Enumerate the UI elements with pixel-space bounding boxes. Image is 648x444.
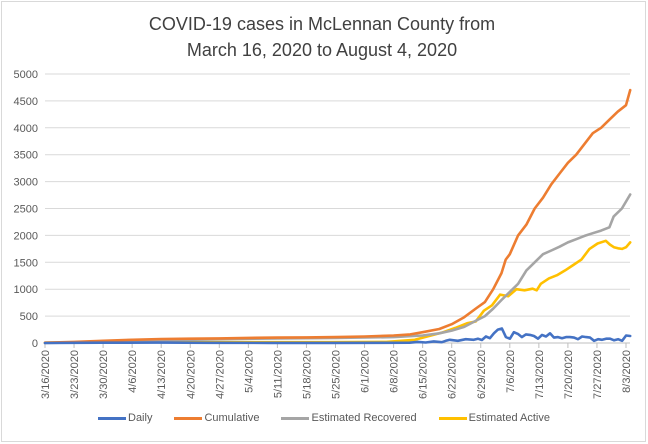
x-tick-label: 5/4/2020 [243, 350, 255, 393]
x-tick-label: 6/29/2020 [476, 350, 488, 399]
y-tick-label: 5000 [14, 69, 38, 81]
x-tick-label: 5/11/2020 [272, 350, 284, 398]
x-tick-label: 7/27/2020 [592, 350, 604, 399]
x-tick-label: 4/20/2020 [185, 350, 197, 399]
series-line-estimated-recovered [43, 193, 632, 345]
x-tick-label: 6/8/2020 [389, 350, 401, 393]
chart-title-line-1: COVID-19 cases in McLennan County from [148, 14, 496, 34]
x-tick-label: 7/13/2020 [534, 350, 546, 399]
x-tick-label: 6/22/2020 [447, 350, 459, 399]
y-tick-label: 2500 [14, 204, 38, 216]
legend-label: Estimated Recovered [311, 412, 417, 424]
y-tick-label: 3000 [14, 177, 38, 189]
legend-item: Estimated Active [438, 412, 550, 424]
y-tick-label: 0 [32, 338, 38, 350]
x-tick-label: 6/1/2020 [360, 350, 372, 393]
x-tick-label: 4/27/2020 [214, 350, 226, 399]
y-tick-label: 1500 [14, 257, 38, 269]
series-line-daily [43, 327, 632, 345]
x-tick-label: 8/3/2020 [621, 350, 633, 393]
y-tick-label: 3500 [14, 150, 38, 162]
y-tick-label: 4000 [14, 123, 38, 135]
legend-label: Daily [128, 412, 153, 424]
legend-swatch [98, 416, 126, 420]
chart-title-line-2: March 16, 2020 to August 4, 2020 [186, 40, 458, 60]
legend-item: Estimated Recovered [281, 412, 417, 424]
x-tick-label: 5/18/2020 [301, 350, 313, 399]
y-tick-label: 2000 [14, 230, 38, 242]
legend: Daily Cumulative Estimated Recovered Estima… [0, 412, 648, 424]
legend-swatch [174, 416, 203, 420]
x-tick-label: 3/30/2020 [98, 350, 110, 399]
y-tick-label: 4500 [14, 96, 38, 108]
x-tick-label: 3/23/2020 [69, 350, 81, 399]
x-tick-label: 4/6/2020 [127, 350, 139, 393]
series-line-cumulative [43, 88, 632, 345]
x-tick-label: 3/16/2020 [40, 350, 52, 399]
x-tick-label: 5/25/2020 [331, 350, 343, 399]
legend-swatch [281, 416, 310, 420]
legend-item: Cumulative [174, 412, 259, 424]
legend-label: Estimated Active [468, 412, 550, 424]
chart-title: COVID-19 cases in McLennan County from M… [0, 11, 644, 63]
x-tick-label: 7/6/2020 [505, 350, 517, 393]
legend-item: Daily [98, 412, 152, 424]
x-tick-label: 7/20/2020 [563, 350, 575, 399]
legend-label: Cumulative [204, 412, 260, 424]
y-tick-label: 500 [20, 311, 38, 323]
x-tick-label: 4/13/2020 [156, 350, 168, 399]
legend-swatch [438, 416, 467, 420]
y-tick-label: 1000 [14, 284, 38, 296]
x-tick-label: 6/15/2020 [418, 350, 430, 399]
